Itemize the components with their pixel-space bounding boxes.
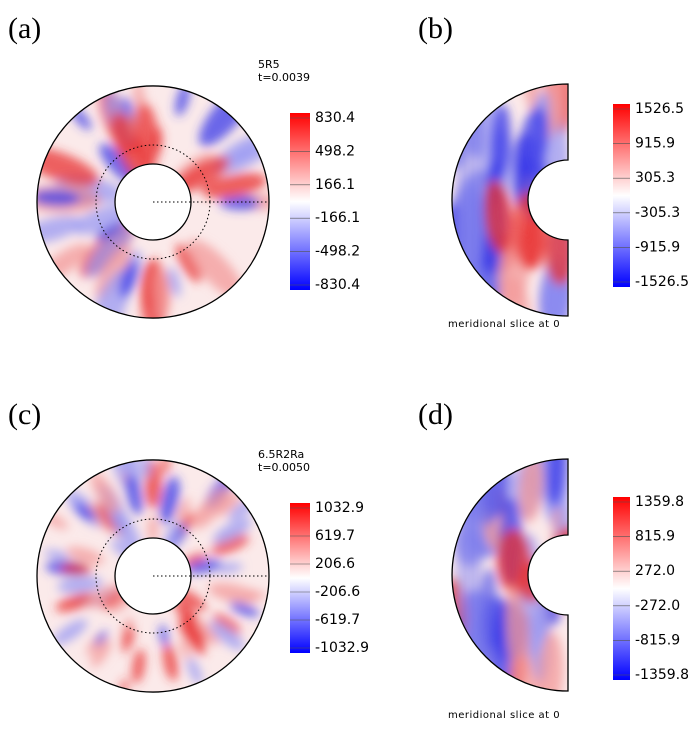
colorbar-label: -305.3 — [635, 205, 680, 221]
slice-caption: meridional slice at 0 — [448, 319, 560, 330]
colorbar-label: 1359.8 — [635, 494, 684, 510]
colorbar-label: -166.1 — [315, 210, 360, 226]
colorbar-label: -272.0 — [635, 598, 680, 614]
colorbar-label: 272.0 — [635, 563, 675, 579]
colorbar-label: -915.9 — [635, 239, 680, 255]
field-plot — [440, 427, 587, 707]
colorbar — [290, 503, 310, 653]
field-blob — [450, 436, 486, 492]
colorbar-label: -1032.9 — [315, 640, 369, 656]
colorbar — [613, 104, 630, 287]
run-name: 6.5R2Ra — [258, 448, 304, 461]
colorbar — [290, 113, 310, 290]
run-time: t=0.0050 — [258, 461, 310, 474]
run-time: t=0.0039 — [258, 71, 310, 84]
plume-band — [456, 84, 482, 316]
colorbar-label: 915.9 — [635, 136, 675, 152]
colorbar-label: -830.4 — [315, 277, 360, 293]
run-name: 5R5 — [258, 58, 280, 71]
colorbar — [613, 497, 630, 680]
colorbar-label: 1032.9 — [315, 500, 364, 516]
figure: (a) 5R5t=0.0039 830.4 498.2 166.1 -166.1 -498.… — [0, 0, 688, 730]
field-plot — [18, 73, 289, 352]
field-blob — [445, 615, 465, 699]
colorbar-label: -619.7 — [315, 612, 360, 628]
slice-caption: meridional slice at 0 — [448, 710, 560, 721]
colorbar-label: -815.9 — [635, 632, 680, 648]
colorbar-label: 815.9 — [635, 529, 675, 545]
field-blob — [450, 63, 486, 130]
colorbar-label: 1526.5 — [635, 101, 684, 117]
colorbar-label: 830.4 — [315, 110, 355, 126]
colorbar-label: 305.3 — [635, 170, 675, 186]
colorbar-label: 206.6 — [315, 556, 355, 572]
colorbar-label: -1526.5 — [635, 274, 688, 290]
colorbar-label: 166.1 — [315, 177, 355, 193]
panel-label: (b) — [418, 12, 453, 45]
field-blob — [450, 658, 487, 704]
colorbar-label: -206.6 — [315, 584, 360, 600]
colorbar-label: 498.2 — [315, 143, 355, 159]
field-blob — [545, 219, 575, 285]
colorbar-label: -1359.8 — [635, 667, 688, 683]
field-blob — [551, 528, 574, 611]
field-plot — [437, 37, 585, 343]
plume-band — [456, 459, 482, 691]
colorbar-label: 619.7 — [315, 528, 355, 544]
colorbar-label: -498.2 — [315, 244, 360, 260]
panel-label: (c) — [8, 398, 41, 431]
panel-label: (a) — [8, 12, 41, 45]
panel-label: (d) — [418, 398, 453, 431]
